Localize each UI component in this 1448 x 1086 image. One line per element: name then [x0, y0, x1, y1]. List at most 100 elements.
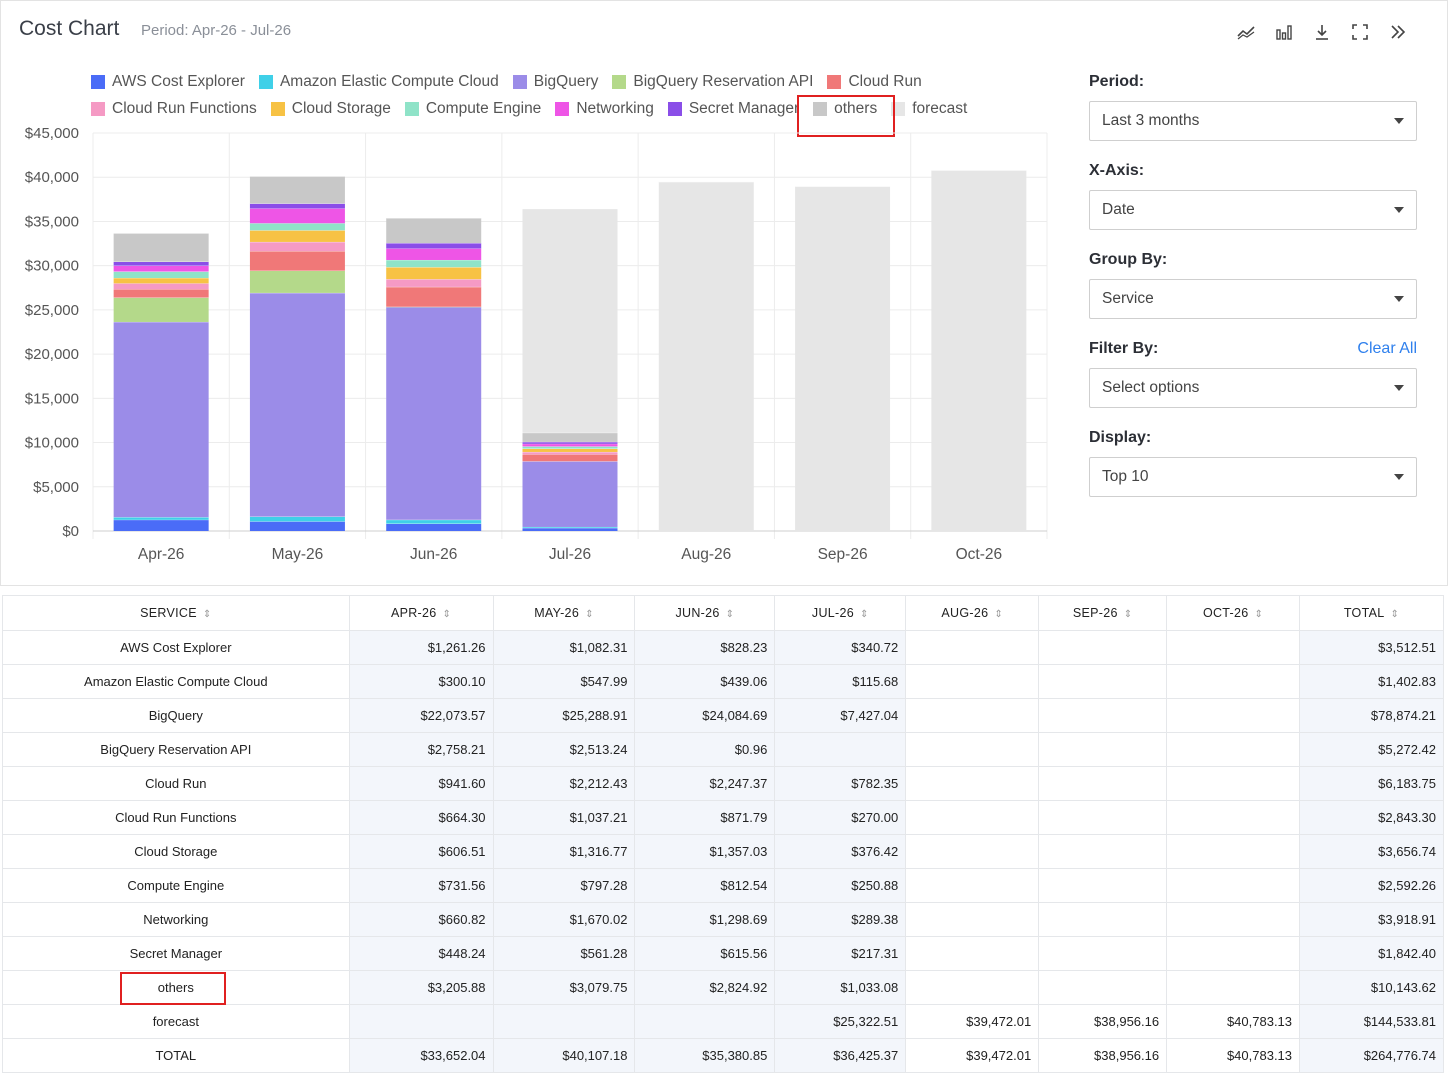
bar-segment[interactable]: [249, 292, 345, 517]
sort-icon[interactable]: ⇕: [1123, 609, 1133, 620]
bar-segment[interactable]: [386, 523, 482, 531]
bar-segment[interactable]: [113, 297, 209, 322]
trend-line-icon[interactable]: [1237, 19, 1255, 45]
column-header[interactable]: MAY-26 ⇕: [492, 595, 636, 631]
service-cell: Compute Engine: [2, 868, 350, 903]
legend-item[interactable]: Cloud Run: [827, 73, 922, 91]
bar-segment[interactable]: [113, 277, 209, 284]
bar-segment[interactable]: [386, 519, 482, 524]
bar-segment[interactable]: [113, 271, 209, 278]
bar-segment[interactable]: [249, 203, 345, 209]
cost-cell: [1166, 766, 1301, 801]
bar-segment[interactable]: [522, 451, 618, 455]
bar-segment[interactable]: [249, 270, 345, 293]
legend-item[interactable]: Networking: [555, 100, 654, 118]
bar-segment[interactable]: [931, 170, 1027, 531]
bar-segment[interactable]: [522, 526, 618, 528]
sort-icon[interactable]: ⇕: [994, 609, 1004, 620]
xaxis-select[interactable]: Date: [1089, 190, 1417, 230]
bar-segment[interactable]: [113, 265, 209, 272]
bar-segment[interactable]: [522, 441, 618, 444]
bar-segment[interactable]: [113, 519, 209, 531]
column-header[interactable]: SERVICE ⇕: [2, 595, 350, 631]
sort-icon[interactable]: ⇕: [1254, 609, 1264, 620]
bar-segment[interactable]: [522, 446, 618, 449]
bar-segment[interactable]: [522, 208, 618, 433]
legend-item[interactable]: Cloud Run Functions: [91, 100, 257, 118]
bar-segment[interactable]: [249, 208, 345, 224]
bar-segment[interactable]: [249, 223, 345, 231]
bar-chart-icon[interactable]: [1275, 19, 1293, 45]
bar-segment[interactable]: [249, 521, 345, 531]
bar-segment[interactable]: [386, 259, 482, 268]
bar-segment[interactable]: [522, 454, 618, 462]
bar-segment[interactable]: [249, 176, 345, 204]
sort-icon[interactable]: ⇕: [442, 609, 452, 620]
bar-segment[interactable]: [386, 286, 482, 307]
bar-segment[interactable]: [249, 241, 345, 252]
download-icon[interactable]: [1313, 19, 1331, 45]
bar-segment[interactable]: [522, 461, 618, 527]
bar-segment[interactable]: [249, 516, 345, 522]
filter-select[interactable]: Select options: [1089, 368, 1417, 408]
bar-segment[interactable]: [113, 289, 209, 298]
column-header[interactable]: AUG-26 ⇕: [905, 595, 1040, 631]
cost-cell: $941.60: [348, 766, 494, 801]
legend-item[interactable]: Compute Engine: [404, 100, 541, 118]
sort-icon[interactable]: ⇕: [725, 609, 735, 620]
bar-segment[interactable]: [386, 267, 482, 280]
cost-cell: $1,357.03: [634, 834, 776, 869]
column-header[interactable]: JUN-26 ⇕: [634, 595, 776, 631]
period-select[interactable]: Last 3 months: [1089, 101, 1417, 141]
bar-segment[interactable]: [386, 279, 482, 287]
bar-segment[interactable]: [386, 243, 482, 249]
legend-item[interactable]: AWS Cost Explorer: [91, 73, 245, 91]
legend-item[interactable]: Amazon Elastic Compute Cloud: [258, 73, 499, 91]
bar-segment[interactable]: [113, 321, 209, 518]
bar-segment[interactable]: [249, 230, 345, 242]
legend-item[interactable]: others: [813, 100, 877, 118]
bar-segment[interactable]: [522, 432, 618, 442]
cost-cell: [905, 664, 1040, 699]
sort-icon[interactable]: ⇕: [860, 609, 869, 620]
bar-segment[interactable]: [522, 443, 618, 447]
column-header[interactable]: OCT-26 ⇕: [1166, 595, 1301, 631]
display-select[interactable]: Top 10: [1089, 457, 1417, 497]
bar-segment[interactable]: [113, 517, 209, 520]
bar-segment[interactable]: [522, 527, 618, 531]
sort-icon[interactable]: ⇕: [1390, 609, 1400, 620]
cost-cell: [1038, 868, 1168, 903]
column-header[interactable]: APR-26 ⇕: [348, 595, 494, 631]
sort-icon[interactable]: ⇕: [202, 609, 212, 620]
service-cell: AWS Cost Explorer: [2, 630, 350, 665]
column-header[interactable]: JUL-26 ⇕: [774, 595, 907, 631]
groupby-select[interactable]: Service: [1089, 279, 1417, 319]
cost-cell: $376.42: [774, 834, 907, 869]
legend-label: AWS Cost Explorer: [112, 73, 245, 90]
double-chevron-right-icon[interactable]: [1389, 19, 1407, 45]
cost-cell: $3,918.91: [1299, 902, 1444, 937]
column-header[interactable]: TOTAL ⇕: [1299, 595, 1444, 631]
legend-item[interactable]: forecast: [891, 100, 967, 118]
legend-item[interactable]: BigQuery Reservation API: [612, 73, 813, 91]
cost-cell: $5,272.42: [1299, 732, 1444, 767]
bar-segment[interactable]: [522, 448, 618, 452]
cost-cell: $2,212.43: [492, 766, 636, 801]
bar-segment[interactable]: [795, 186, 891, 531]
cost-cell: $3,656.74: [1299, 834, 1444, 869]
bar-segment[interactable]: [658, 181, 754, 531]
legend-item[interactable]: BigQuery: [512, 73, 598, 91]
bar-segment[interactable]: [113, 261, 209, 266]
legend-item[interactable]: Cloud Storage: [270, 100, 391, 118]
bar-segment[interactable]: [386, 306, 482, 520]
fullscreen-icon[interactable]: [1351, 19, 1369, 45]
bar-segment[interactable]: [249, 251, 345, 271]
bar-segment[interactable]: [113, 283, 209, 290]
legend-item[interactable]: Secret Manager: [667, 100, 799, 118]
bar-segment[interactable]: [113, 233, 209, 262]
sort-icon[interactable]: ⇕: [585, 609, 594, 620]
bar-segment[interactable]: [386, 248, 482, 260]
bar-segment[interactable]: [386, 218, 482, 244]
column-header[interactable]: SEP-26 ⇕: [1038, 595, 1168, 631]
clear-all-link[interactable]: Clear All: [1357, 340, 1417, 357]
